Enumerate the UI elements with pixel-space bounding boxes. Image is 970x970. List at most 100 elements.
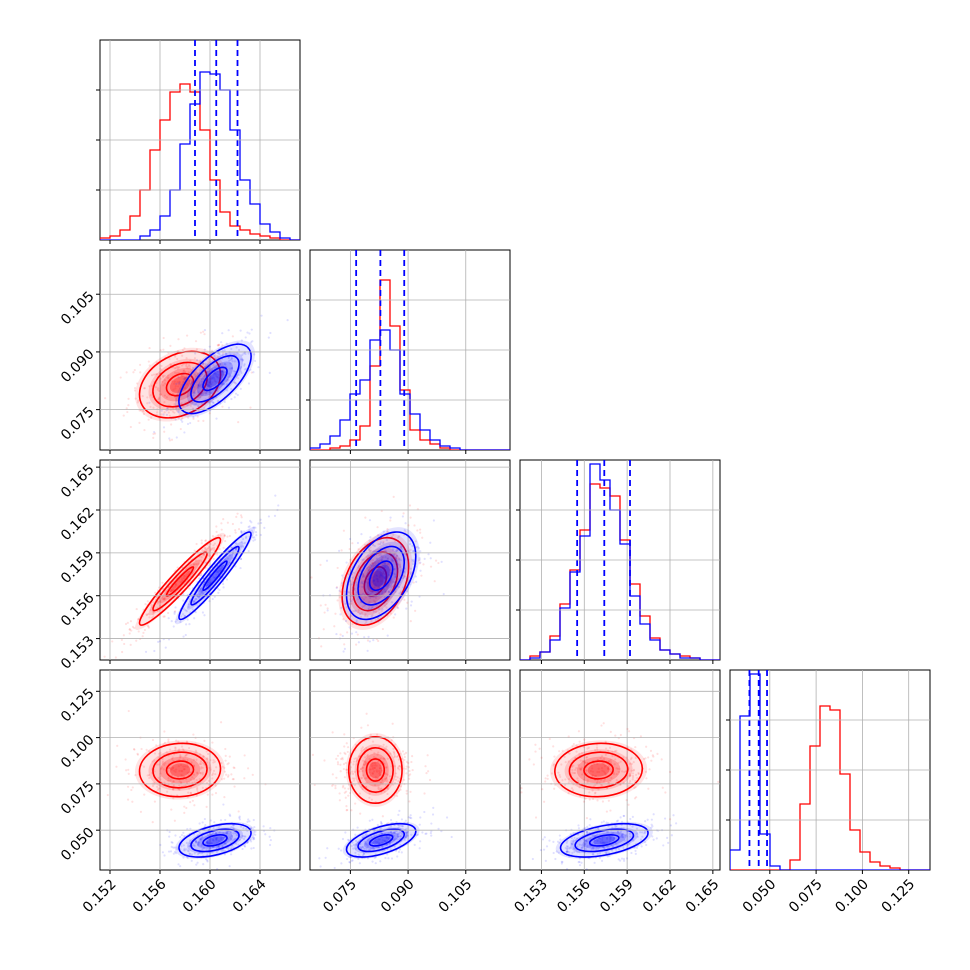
scatter-point (238, 815, 241, 818)
scatter-point (541, 838, 545, 841)
scatter-point (360, 726, 363, 729)
scatter-point (410, 600, 413, 603)
scatter-point (360, 533, 363, 536)
scatter-point (602, 780, 605, 783)
scatter-point (200, 374, 203, 377)
scatter-point (259, 533, 262, 537)
scatter-point (195, 841, 198, 844)
scatter-point (394, 550, 398, 553)
scatter-point (389, 581, 392, 584)
scatter-point (252, 539, 255, 542)
scatter-point (194, 562, 198, 566)
scatter-point (368, 566, 371, 569)
scatter-point (426, 754, 429, 757)
scatter-point (434, 559, 438, 562)
scatter-point (204, 362, 207, 365)
scatter-point (595, 827, 598, 830)
scatter-point (357, 857, 360, 861)
scatter-point (197, 843, 200, 846)
scatter-point (197, 385, 200, 388)
scatter-point (596, 839, 599, 842)
scatter-point (363, 847, 366, 850)
scatter-point (553, 787, 556, 790)
scatter-point (190, 761, 193, 764)
scatter-point (380, 554, 383, 558)
scatter-point (208, 412, 211, 415)
scatter-point (156, 763, 159, 766)
scatter-point (621, 833, 624, 836)
scatter-point (204, 539, 208, 542)
y-tick-label: 0.050 (58, 825, 98, 865)
scatter-point (184, 623, 188, 626)
scatter-point (215, 839, 218, 842)
scatter-point (362, 582, 365, 585)
y-tick-label: 0.159 (58, 547, 98, 587)
scatter-point (310, 576, 313, 579)
scatter-point (188, 852, 192, 856)
panel-background (309, 669, 511, 871)
scatter-point (197, 851, 201, 854)
scatter-point (580, 767, 583, 771)
scatter-point (390, 553, 393, 557)
scatter-point (319, 865, 322, 868)
scatter-point (572, 838, 575, 842)
scatter-point (188, 379, 191, 382)
contour-line (588, 834, 620, 847)
scatter-point (163, 598, 166, 601)
scatter-point (157, 787, 160, 790)
scatter-point (207, 396, 211, 399)
scatter-point (200, 380, 203, 383)
scatter-point (383, 562, 386, 565)
scatter-point (207, 752, 210, 756)
scatter-point (132, 747, 136, 751)
scatter-point (216, 399, 220, 402)
scatter-point (179, 402, 182, 406)
scatter-point (645, 843, 648, 847)
scatter-point (717, 780, 720, 783)
scatter-point (162, 598, 165, 601)
scatter-point (376, 580, 379, 583)
scatter-point (235, 382, 238, 385)
scatter-point (583, 839, 586, 842)
scatter-point (237, 421, 240, 424)
scatter-point (160, 766, 163, 769)
scatter-point (663, 817, 667, 820)
scatter-point (155, 372, 159, 376)
scatter-point (402, 767, 405, 770)
scatter-point (586, 779, 589, 782)
scatter-point (531, 857, 534, 861)
scatter-point (399, 843, 402, 847)
scatter-point (609, 838, 612, 841)
scatter-point (442, 592, 445, 596)
scatter-point (374, 618, 378, 622)
scatter-point (269, 827, 272, 830)
scatter-point (365, 620, 368, 624)
scatter-point (206, 583, 210, 587)
scatter-point (338, 596, 342, 599)
scatter-point (397, 536, 400, 539)
scatter-point (333, 625, 336, 628)
scatter-point (371, 841, 374, 844)
scatter-point (163, 730, 166, 733)
scatter-point (552, 764, 555, 767)
scatter-point (349, 618, 352, 621)
scatter-point (135, 639, 138, 642)
scatter-point (621, 835, 624, 839)
scatter-point (239, 358, 242, 361)
scatter-point (193, 778, 196, 781)
scatter-point (386, 773, 389, 776)
density-fill (187, 541, 243, 610)
scatter-point (190, 381, 194, 384)
scatter-point (366, 554, 370, 557)
scatter-point (219, 819, 223, 822)
scatter-point (344, 602, 347, 605)
scatter-point (386, 778, 389, 781)
scatter-point (354, 802, 357, 805)
scatter-point (185, 357, 188, 360)
scatter-point (369, 608, 373, 611)
scatter-point (172, 783, 175, 787)
scatter-point (383, 790, 386, 793)
scatter-point (583, 761, 587, 764)
scatter-point (421, 536, 424, 539)
scatter-point (382, 556, 385, 559)
